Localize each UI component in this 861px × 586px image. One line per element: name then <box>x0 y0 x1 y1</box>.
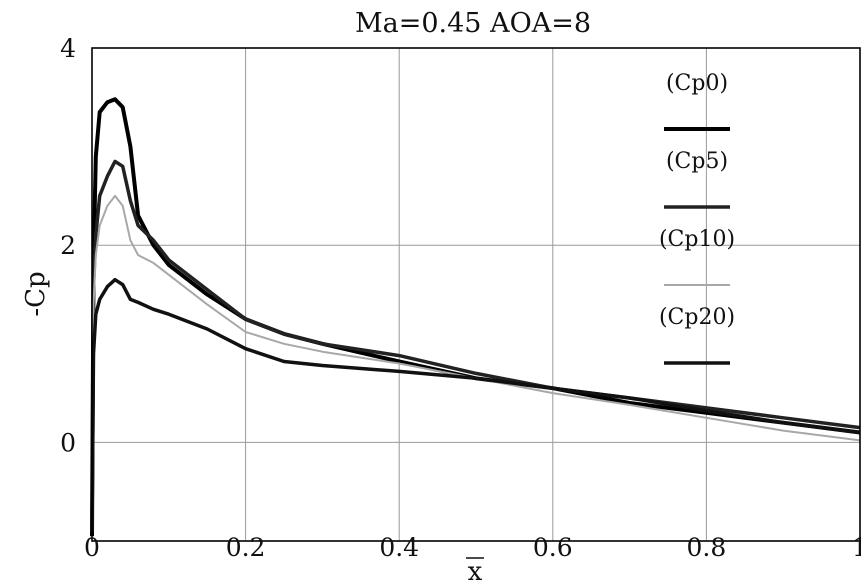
series-line-2 <box>91 194 861 532</box>
y-tick-labels: 0 2 4 <box>60 34 76 457</box>
series-line-0 <box>90 97 861 537</box>
y-axis-label: -Cp <box>21 271 51 316</box>
y-axis-label-group: -Cp <box>21 271 51 316</box>
legend-label: (Cp10) <box>659 227 735 252</box>
series-line-1 <box>90 159 861 532</box>
x-tick-label: 0.2 <box>226 533 266 562</box>
legend: (Cp0) (Cp5) (Cp10) (Cp20) <box>659 71 735 365</box>
x-tick-label: 1 <box>852 533 861 562</box>
x-tick-label: 0.8 <box>687 533 727 562</box>
x-tick-label: 0.6 <box>533 533 573 562</box>
series-lines <box>90 97 861 537</box>
plot-frame <box>91 47 861 542</box>
chart-title: Ma=0.45 AOA=8 <box>355 8 591 39</box>
legend-label: (Cp20) <box>659 305 735 330</box>
x-axis-label: x <box>468 557 483 586</box>
legend-label: (Cp5) <box>666 149 728 174</box>
series-line-3 <box>90 277 861 532</box>
legend-label: (Cp0) <box>666 71 728 96</box>
x-tick-labels: 0 0.2 0.4 0.6 0.8 1 <box>84 533 861 562</box>
y-tick-label: 4 <box>60 34 76 63</box>
y-tick-label: 0 <box>60 428 76 457</box>
x-tick-label: 0.4 <box>379 533 419 562</box>
y-tick-label: 2 <box>60 231 76 260</box>
x-tick-label: 0 <box>84 533 100 562</box>
